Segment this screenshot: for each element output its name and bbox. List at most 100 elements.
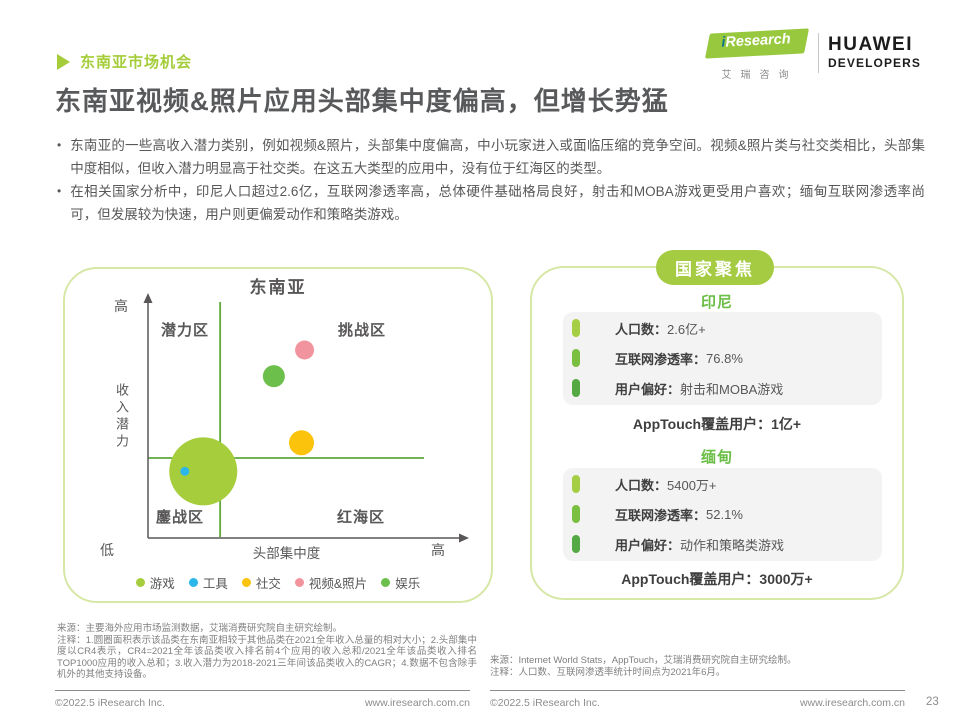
bubble-社交 (289, 430, 314, 456)
stat-value: 动作和策略类游戏 (680, 537, 785, 553)
stat-row: 互联网渗透率： 76.8% (563, 343, 882, 373)
page-number: 23 (926, 696, 939, 708)
section-label-text: 东南亚市场机会 (80, 54, 193, 71)
iresearch-logo: iResearch 艾瑞咨询 (698, 28, 812, 81)
bullet-item: • 在相关国家分析中，印尼人口超过2.6亿，互联网渗透率高，总体硬件基础格局良好，… (57, 180, 925, 226)
y-axis-high-label: 高 (114, 298, 128, 314)
footnote-right-source: 来源：Internet World Stats，AppTouch，艾瑞消费研究院… (490, 655, 797, 666)
huawei-logo-line1: HUAWEI (828, 34, 913, 55)
stat-bar-icon (572, 379, 580, 397)
legend-item-社交: 社交 (241, 573, 281, 592)
legend-label: 游戏 (149, 577, 175, 591)
coverage-myanmar: AppTouch覆盖用户：3000万+ (621, 571, 813, 587)
footnote-right-note: 注释：人口数、互联网渗透率统计时间点为2021年6月。 (490, 666, 726, 678)
stat-bar-icon (572, 535, 580, 553)
stat-row: 用户偏好： 射击和MOBA游戏 (563, 373, 882, 403)
stat-value: 76.8% (706, 350, 743, 366)
quadrant-label-potential: 潜力区 (161, 322, 210, 339)
legend-item-游戏: 游戏 (135, 573, 175, 592)
legend-item-工具: 工具 (188, 573, 228, 592)
quadrant-label-challenge: 挑战区 (338, 322, 387, 339)
bubble-layer (169, 340, 315, 506)
footer-left: ©2022.5 iResearch Inc. www.iresearch.com… (55, 697, 470, 709)
footer-rule-right (490, 690, 905, 691)
stat-row: 用户偏好： 动作和策略类游戏 (563, 529, 882, 559)
stat-bar-icon (572, 505, 580, 523)
website: www.iresearch.com.cn (364, 697, 470, 709)
country-name-indonesia: 印尼 (700, 294, 733, 311)
legend-label: 娱乐 (395, 577, 421, 591)
footnote-right: 来源：Internet World Stats，AppTouch，艾瑞消费研究院… (490, 655, 910, 678)
axis-low-label: 低 (100, 542, 114, 558)
footer-right: ©2022.5 iResearch Inc. www.iresearch.com… (490, 697, 905, 709)
x-axis-arrow-icon (459, 533, 469, 543)
stat-row: 互联网渗透率： 52.1% (563, 499, 882, 529)
huawei-logo-line2: DEVELOPERS (828, 56, 922, 70)
country-name-myanmar: 缅甸 (700, 449, 733, 466)
bubble-娱乐 (262, 365, 285, 388)
y-axis-arrow-icon (143, 293, 153, 303)
bullet-item: • 东南亚的一些高收入潜力类别，例如视频&照片，头部集中度偏高，中小玩家进入或面临… (57, 134, 925, 180)
country-focus-badge: 国家聚焦 (656, 250, 774, 285)
y-axis-title: 收入潜力 (114, 383, 129, 451)
bubble-chart-panel: 东南亚 高 收入潜力 低 高 头部集中度 潜力区 挑战区 鏖战区 红海区 游戏 工… (63, 267, 493, 603)
copyright: ©2022.5 iResearch Inc. (490, 697, 600, 709)
coverage-indonesia: AppTouch覆盖用户：1亿+ (632, 416, 802, 432)
stat-bar-icon (572, 319, 580, 337)
bullet-dot: • (57, 138, 62, 152)
stat-value: 2.6亿+ (667, 321, 706, 337)
legend-dot-icon (188, 578, 198, 587)
stat-label: 互联网渗透率： (615, 507, 707, 523)
stat-row: 人口数： 5400万+ (563, 469, 882, 499)
stat-row: 人口数： 2.6亿+ (563, 313, 882, 343)
legend-dot-icon (381, 578, 391, 587)
footnote-left: 来源：主要海外应用市场监测数据，艾瑞消费研究院自主研究绘制。 注释：1.圆圈面积… (57, 623, 477, 681)
bubble-游戏 (169, 437, 238, 506)
bubble-chart (143, 293, 469, 543)
logo-divider (818, 33, 819, 73)
legend-label: 工具 (202, 577, 228, 591)
footer-rule-left (55, 690, 470, 691)
stat-label: 用户偏好： (615, 537, 681, 553)
stat-label: 人口数： (615, 477, 668, 493)
footnote-left-note: 注释：1.圆圈面积表示该品类在东南亚相较于其他品类在2021全年收入总量的相对大… (57, 634, 477, 681)
page-title: 东南亚视频&照片应用头部集中度偏高，但增长势猛 (55, 86, 669, 116)
chart-title: 东南亚 (249, 278, 307, 297)
x-axis-title: 头部集中度 (252, 546, 321, 561)
stat-bar-icon (572, 475, 580, 493)
quadrant-label-redsea: 红海区 (337, 509, 386, 526)
bubble-视频&照片 (295, 340, 315, 360)
copyright: ©2022.5 iResearch Inc. (55, 697, 165, 709)
website: www.iresearch.com.cn (799, 697, 905, 709)
stat-value: 射击和MOBA游戏 (680, 381, 784, 397)
iresearch-logo-subtitle: 艾瑞咨询 (721, 70, 798, 81)
x-axis-high-label: 高 (431, 542, 445, 558)
legend-item-视频&照片: 视频&照片 (294, 573, 368, 592)
legend-item-娱乐: 娱乐 (381, 573, 420, 592)
huawei-logo: HUAWEI DEVELOPERS (828, 34, 921, 70)
country-focus-panel: 印尼 人口数： 2.6亿+ 互联网渗透率： 76.8% 用户偏好： 射击和MOBA游戏 A… (530, 266, 904, 600)
stat-label: 人口数： (615, 321, 668, 337)
stat-value: 52.1% (706, 506, 743, 522)
summary-bullets: • 东南亚的一些高收入潜力类别，例如视频&照片，头部集中度偏高，中小玩家进入或面临… (57, 134, 925, 226)
axes (143, 293, 469, 543)
bullet-dot: • (57, 184, 62, 198)
bullet-text: 在相关国家分析中，印尼人口超过2.6亿，互联网渗透率高，总体硬件基础格局良好，射… (70, 184, 925, 222)
stat-box-indonesia: 人口数： 2.6亿+ 互联网渗透率： 76.8% 用户偏好： 射击和MOBA游戏 (563, 312, 882, 405)
stat-label: 用户偏好： (615, 381, 681, 397)
bubble-工具 (180, 466, 190, 476)
quadrant-label-melee: 鏖战区 (156, 509, 205, 526)
legend-label: 视频&照片 (308, 577, 368, 591)
stat-bar-icon (572, 349, 580, 367)
section-label: 东南亚市场机会 (57, 51, 192, 72)
legend-label: 社交 (255, 577, 281, 591)
legend-dot-icon (135, 578, 145, 587)
stat-value: 5400万+ (667, 477, 717, 493)
chart-legend: 游戏 工具 社交 视频&照片 娱乐 (65, 573, 491, 592)
triangle-right-icon (57, 53, 70, 70)
footnote-left-source: 来源：主要海外应用市场监测数据，艾瑞消费研究院自主研究绘制。 (57, 623, 343, 634)
legend-dot-icon (241, 578, 251, 587)
legend-dot-icon (294, 578, 304, 587)
stat-box-myanmar: 人口数： 5400万+ 互联网渗透率： 52.1% 用户偏好： 动作和策略类游戏 (563, 468, 882, 561)
